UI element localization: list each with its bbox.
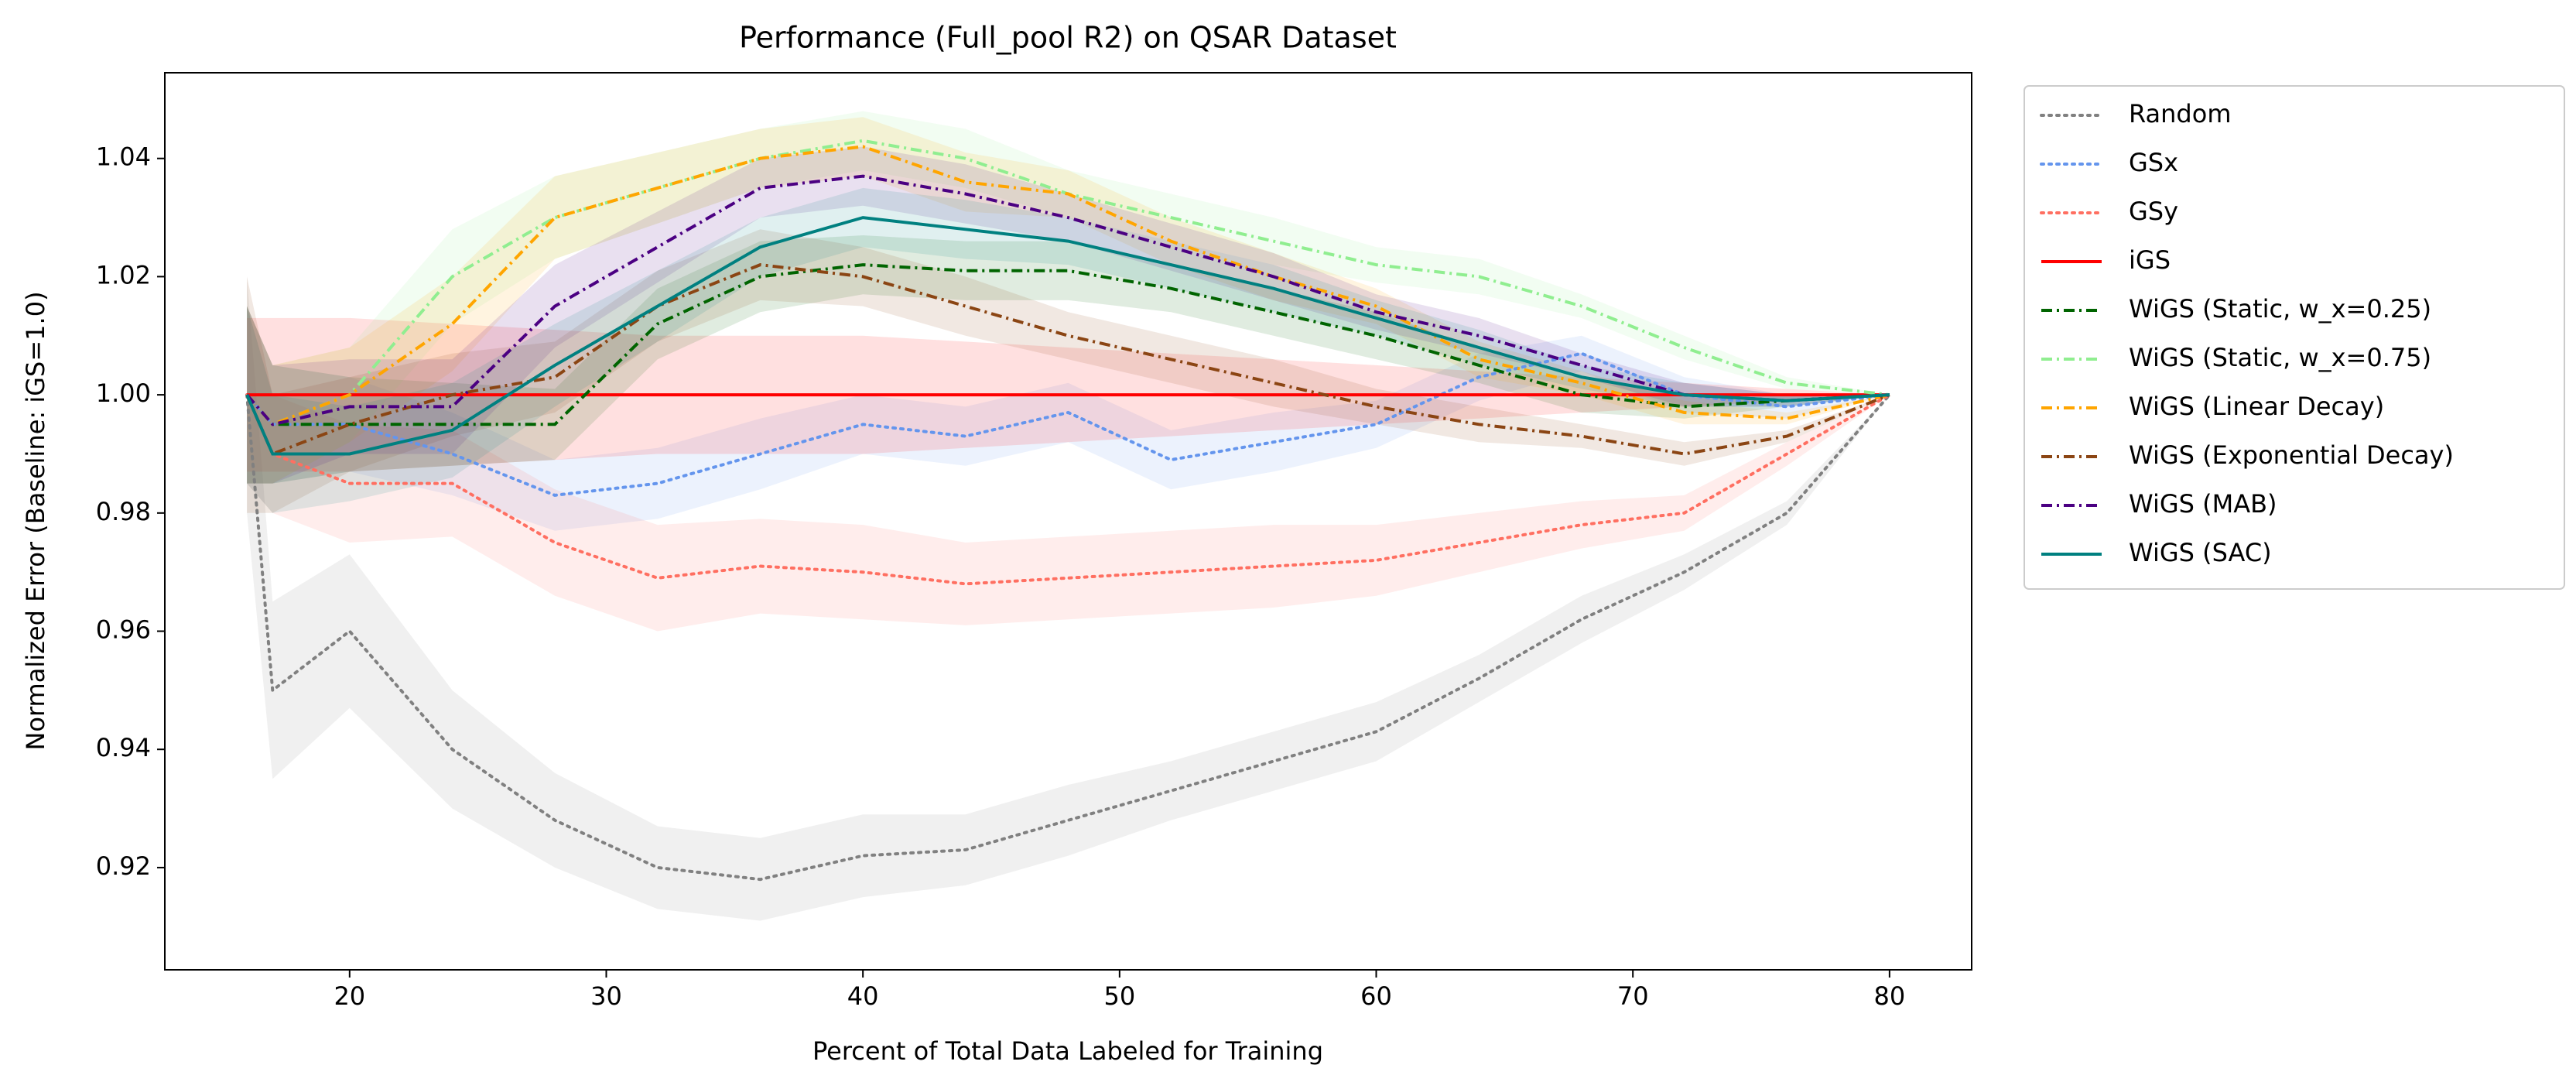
series-line	[245, 216, 1890, 456]
y-tick-label: 1.02	[96, 260, 151, 289]
plot-frame	[164, 72, 1972, 971]
series-line	[245, 139, 1890, 426]
error-band	[247, 235, 1890, 484]
series-line	[245, 393, 1891, 882]
error-band	[247, 187, 1890, 513]
error-band	[247, 306, 1890, 632]
x-tick-label: 60	[1360, 981, 1392, 1011]
x-tick-label: 50	[1103, 981, 1135, 1011]
series-line	[245, 145, 1890, 426]
series-line	[245, 351, 1891, 497]
series-line	[245, 263, 1890, 457]
series-line	[245, 263, 1890, 426]
legend-label: WiGS (Static, w_x=0.25)	[2129, 294, 2431, 324]
legend-label: GSx	[2129, 148, 2178, 177]
legend-box	[2024, 85, 2565, 590]
error-band	[247, 229, 1890, 513]
legend-label: WiGS (SAC)	[2129, 538, 2272, 567]
y-tick-label: 0.96	[96, 615, 151, 645]
error-band	[247, 117, 1890, 484]
legend-label: WiGS (Linear Decay)	[2129, 392, 2384, 421]
x-tick-label: 20	[334, 981, 365, 1011]
y-axis-label: Normalized Error (Baseline: iGS=1.0)	[21, 291, 50, 750]
y-tick-label: 0.94	[96, 733, 151, 762]
x-axis-label: Percent of Total Data Labeled for Traini…	[812, 1036, 1323, 1066]
plot-lines	[245, 111, 1891, 921]
series-line	[245, 174, 1890, 426]
x-tick-label: 30	[590, 981, 622, 1011]
error-band	[247, 146, 1890, 484]
legend-label: Random	[2129, 99, 2231, 128]
legend-label: WiGS (MAB)	[2129, 489, 2277, 519]
y-tick-label: 0.92	[96, 851, 151, 881]
x-tick-label: 70	[1617, 981, 1649, 1011]
x-tick-label: 40	[847, 981, 879, 1011]
legend-label: iGS	[2129, 245, 2171, 275]
error-band	[247, 111, 1890, 484]
y-tick-label: 1.00	[96, 378, 151, 408]
y-tick-label: 1.04	[96, 142, 151, 172]
chart-title: Performance (Full_pool R2) on QSAR Datas…	[739, 21, 1397, 55]
y-tick-label: 0.98	[96, 497, 151, 526]
legend-label: WiGS (Static, w_x=0.75)	[2129, 343, 2431, 372]
legend-label: GSy	[2129, 197, 2178, 226]
x-tick-label: 80	[1874, 981, 1906, 1011]
series-line	[245, 393, 1891, 586]
error-band	[247, 276, 1890, 921]
error-band	[247, 306, 1890, 531]
legend-label: WiGS (Exponential Decay)	[2129, 440, 2454, 470]
